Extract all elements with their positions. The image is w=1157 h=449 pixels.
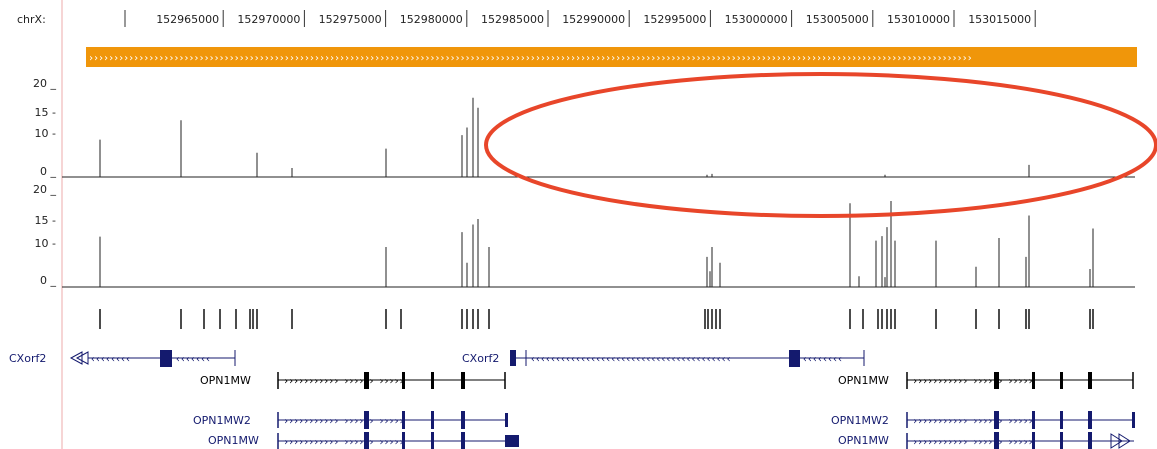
strand-end-icon (1110, 433, 1131, 449)
exon (160, 350, 172, 367)
gene-track: CXorf2 ‹‹‹‹‹‹‹‹ ‹‹‹‹‹‹‹ CXorf2 ‹‹‹‹‹‹‹‹‹… (9, 350, 1135, 449)
gene-label: OPN1MW (838, 374, 889, 387)
strand-bar-fill (86, 47, 1137, 67)
exon (364, 411, 369, 429)
gene-label: OPN1MW2 (831, 414, 889, 427)
strand-chevrons: ››››››››››› ›››››› ››››› (912, 376, 1033, 387)
exon (1132, 412, 1135, 428)
signal-track-1: 20 _ 15 - 10 - 0 _ (33, 77, 1135, 178)
y-tick-label: 15 - (35, 214, 56, 227)
gene-label: CXorf2 (462, 352, 499, 365)
highlight-ellipse (484, 72, 1157, 218)
exon (431, 432, 434, 449)
ruler-tick-label: 152985000 (481, 13, 544, 26)
strand-chevrons: ››››››››››››››››››››››››››››››››››››››››… (88, 53, 972, 64)
exon (461, 372, 465, 389)
ruler-tick-label: 152995000 (643, 13, 706, 26)
track1-y-ticks: 20 _ 15 - 10 - 0 _ (33, 77, 56, 178)
strand-chevrons: ››››››››››› ›››››› ››››› (912, 437, 1033, 448)
ruler-tick-label: 153015000 (968, 13, 1031, 26)
ruler-tick-label: 152990000 (562, 13, 625, 26)
exon (364, 432, 369, 449)
exon (1032, 432, 1035, 449)
gene-opn1mw-row3-left[interactable]: OPN1MW ››››››››››› ›››››› ››››› (208, 432, 519, 449)
gene-label: OPN1MW (200, 374, 251, 387)
strand-chevrons: ‹‹‹‹‹‹‹‹ (90, 354, 130, 365)
ruler-tick-label: 152970000 (237, 13, 300, 26)
exon (364, 372, 369, 389)
position-ruler: chrX: 152965000 152970000 152975000 1529800… (17, 10, 1036, 27)
signal-track-2: 20 _ 15 - 10 - 0 _ (33, 183, 1135, 288)
ruler-tick-label: 152965000 (156, 13, 219, 26)
ruler-tick-label: 152975000 (319, 13, 382, 26)
exon (789, 350, 800, 367)
ruler-tick-label: 153000000 (725, 13, 788, 26)
exon (402, 372, 405, 389)
exon (402, 432, 405, 449)
strand-chevrons: ‹‹‹‹‹‹‹‹ (802, 354, 842, 365)
gene-opn1mw-row1-left[interactable]: OPN1MW ››››››››››› ›››››› ››››› (200, 372, 506, 389)
chrom-label: chrX: (17, 13, 46, 26)
exon (1060, 432, 1063, 449)
gene-cxorf2-right[interactable]: CXorf2 ‹‹‹‹‹‹‹‹‹‹‹‹‹‹‹‹‹‹‹‹‹‹‹‹‹‹‹‹‹‹‹‹‹… (462, 350, 865, 367)
gene-label: CXorf2 (9, 352, 46, 365)
track2-y-ticks: 20 _ 15 - 10 - 0 _ (33, 183, 56, 287)
exon (461, 432, 465, 449)
exon (994, 432, 999, 449)
gene-opn1mw2-right[interactable]: OPN1MW2 ››››››››››› ›››››› ››››› (831, 411, 1135, 429)
y-tick-label: 10 - (35, 127, 56, 140)
exon (1060, 372, 1063, 389)
strand-chevrons: ››››››››››› ›››››› ››››› (283, 376, 404, 387)
exon (431, 372, 434, 389)
strand-chevrons: ››››››››››› ›››››› ››››› (912, 416, 1033, 427)
y-tick-label: 20 _ (33, 77, 56, 90)
exon (505, 435, 519, 447)
gene-label: OPN1MW (208, 434, 259, 447)
exon (431, 411, 434, 429)
gene-opn1mw2-left[interactable]: OPN1MW2 ››››››››››› ›››››› ››››› (193, 411, 508, 429)
exon (1032, 411, 1035, 429)
strand-chevrons: ‹‹‹‹‹‹‹ (175, 354, 210, 365)
ruler-tick-label: 152980000 (400, 13, 463, 26)
y-tick-label: 20 _ (33, 183, 56, 196)
gene-opn1mw-row1-right[interactable]: OPN1MW ››››››››››› ›››››› ››››› (838, 372, 1134, 389)
ruler-ticks: 152965000 152970000 152975000 152980000 1529… (156, 10, 1036, 27)
gene-opn1mw-row3-right[interactable]: OPN1MW ››››››››››› ›››››› ››››› (838, 432, 1134, 449)
ruler-tick-label: 153010000 (887, 13, 950, 26)
strand-chevrons: ‹‹‹‹‹‹‹‹‹‹‹‹‹‹‹‹‹‹‹‹‹‹‹‹‹‹‹‹‹‹‹‹‹‹‹‹‹‹‹‹ (530, 354, 731, 365)
strand-chevrons: ››››››››››› ›››››› ››››› (283, 416, 404, 427)
y-tick-label: 0 _ (40, 165, 56, 178)
exon (1088, 432, 1092, 449)
exon (505, 413, 508, 427)
strand-end-icon (69, 351, 89, 365)
exon (1088, 411, 1092, 429)
feature-ticks-track (99, 309, 1094, 329)
y-tick-label: 15 - (35, 106, 56, 119)
exon (994, 372, 999, 389)
gene-label: OPN1MW (838, 434, 889, 447)
gene-cxorf2-left[interactable]: CXorf2 ‹‹‹‹‹‹‹‹ ‹‹‹‹‹‹‹ (9, 350, 236, 367)
strand-bar: ››››››››››››››››››››››››››››››››››››››››… (86, 47, 1137, 67)
exon (1060, 411, 1063, 429)
exon (1088, 372, 1092, 389)
exon (1032, 372, 1035, 389)
strand-chevrons: ››››››››››› ›››››› ››››› (283, 437, 404, 448)
exon (402, 411, 405, 429)
ruler-tick-label: 153005000 (806, 13, 869, 26)
exon (461, 411, 465, 429)
track2-bars (99, 201, 1094, 287)
exon (994, 411, 999, 429)
y-tick-label: 10 - (35, 237, 56, 250)
gene-label: OPN1MW2 (193, 414, 251, 427)
track1-bars (99, 97, 1030, 177)
y-tick-label: 0 _ (40, 274, 56, 287)
exon (510, 350, 516, 366)
